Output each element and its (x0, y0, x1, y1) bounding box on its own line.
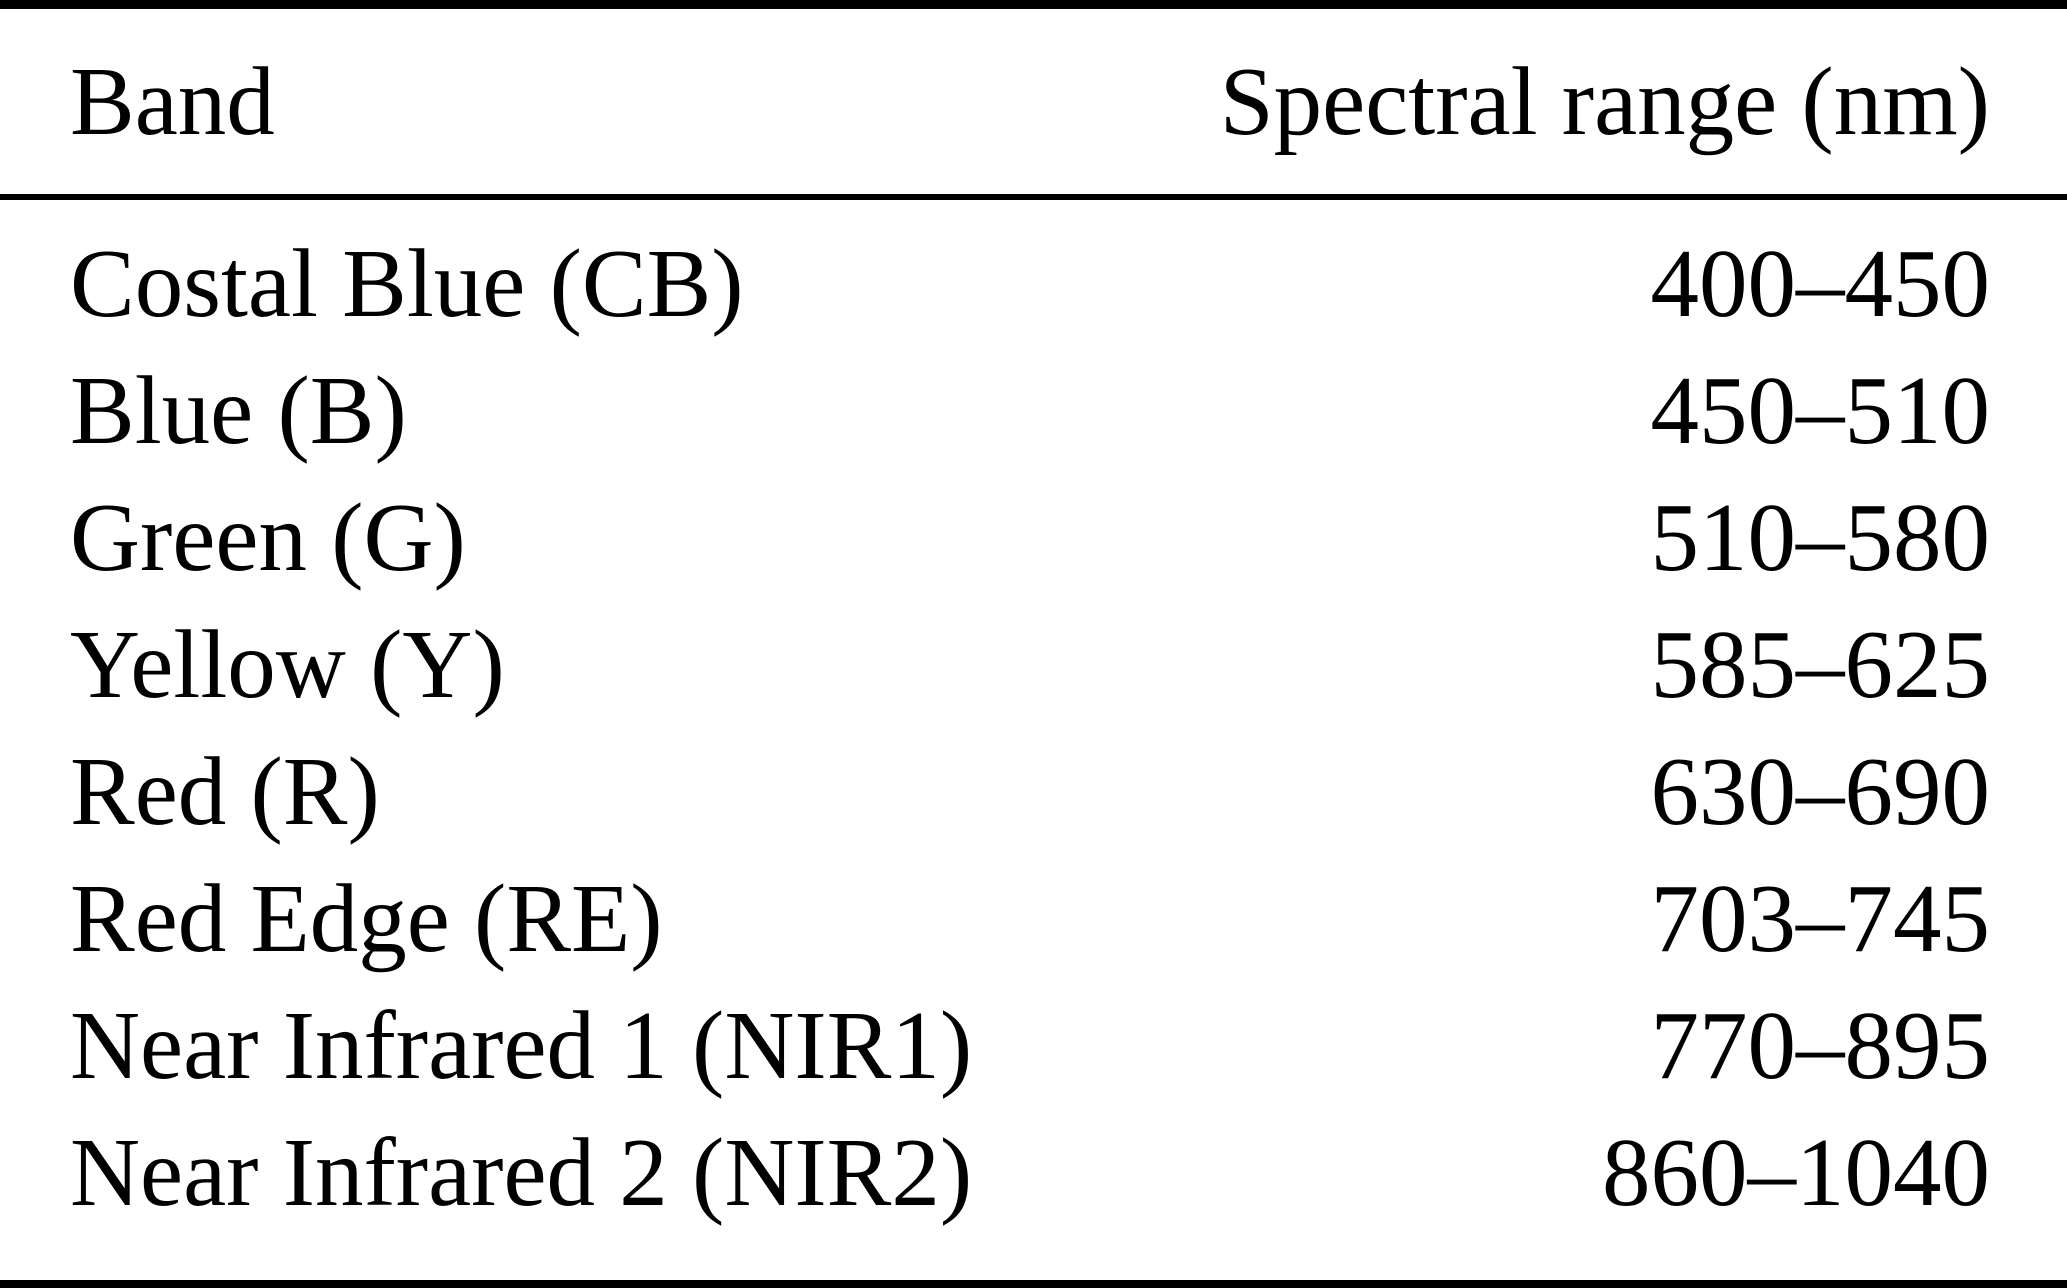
range-cell: 400–450 (1650, 230, 1991, 337)
band-cell: Red Edge (RE) (70, 865, 663, 972)
range-cell: 703–745 (1650, 865, 1991, 972)
table-row: Red Edge (RE) 703–745 (0, 855, 2067, 982)
table-row: Yellow (Y) 585–625 (0, 601, 2067, 728)
table-row: Red (R) 630–690 (0, 728, 2067, 855)
range-cell: 585–625 (1650, 611, 1991, 718)
band-cell: Yellow (Y) (70, 611, 505, 718)
table-row: Near Infrared 1 (NIR1) 770–895 (0, 982, 2067, 1109)
table-body: Costal Blue (CB) 400–450 Blue (B) 450–51… (0, 200, 2067, 1280)
table-row: Green (G) 510–580 (0, 474, 2067, 601)
range-cell: 450–510 (1650, 357, 1991, 464)
band-cell: Blue (B) (70, 357, 407, 464)
band-cell: Near Infrared 1 (NIR1) (70, 992, 973, 1099)
table-row: Near Infrared 2 (NIR2) 860–1040 (0, 1109, 2067, 1236)
band-cell: Red (R) (70, 738, 380, 845)
range-cell: 510–580 (1650, 484, 1991, 591)
table-header-band: Band (70, 48, 275, 155)
band-cell: Near Infrared 2 (NIR2) (70, 1119, 973, 1226)
band-cell: Costal Blue (CB) (70, 230, 744, 337)
range-cell: 630–690 (1650, 738, 1991, 845)
table-row: Blue (B) 450–510 (0, 347, 2067, 474)
table-header-spectral-range: Spectral range (nm) (1219, 48, 1990, 155)
table-header-row: Band Spectral range (nm) (0, 9, 2067, 200)
range-cell: 860–1040 (1602, 1119, 1990, 1226)
range-cell: 770–895 (1650, 992, 1991, 1099)
band-cell: Green (G) (70, 484, 466, 591)
table-row: Costal Blue (CB) 400–450 (0, 220, 2067, 347)
